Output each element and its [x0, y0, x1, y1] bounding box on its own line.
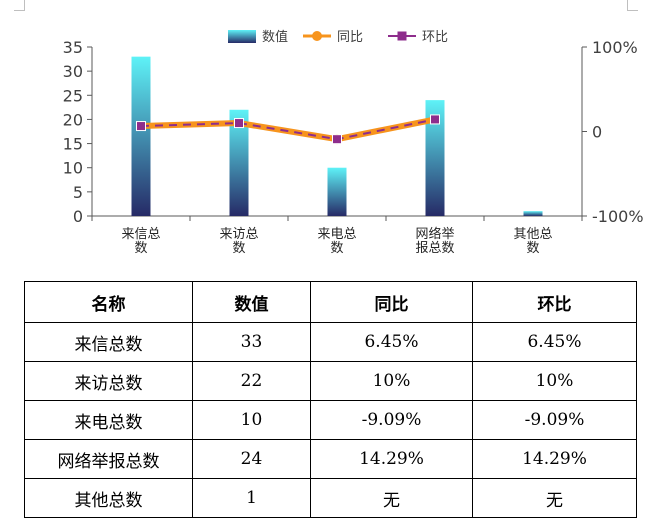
cell-yoy: 6.45%	[310, 322, 473, 362]
bar-series	[131, 56, 543, 217]
cell-value: 33	[192, 322, 311, 362]
table-row: 其他总数 1 无 无	[24, 478, 637, 518]
x-axis-category-label: 来访总	[219, 227, 258, 242]
right-axis-tick-label: -100%	[592, 207, 644, 226]
legend-bar-icon	[228, 30, 256, 43]
mom-point	[332, 134, 342, 145]
right-axis-tick-label: 100%	[592, 38, 638, 57]
cell-mom: 6.45%	[472, 322, 637, 362]
line-series	[136, 114, 440, 145]
header-name: 名称	[24, 281, 193, 323]
mom-point	[234, 118, 244, 129]
cell-name: 来电总数	[24, 400, 193, 440]
header-yoy: 同比	[310, 281, 473, 323]
legend-mom-label: 环比	[422, 30, 448, 45]
left-axis-tick-label: 20	[63, 110, 83, 129]
cell-name: 其他总数	[24, 478, 193, 518]
right-axis-tick-label: 0	[592, 123, 602, 142]
x-axis-category-label: 数	[134, 241, 147, 256]
cell-yoy: 10%	[310, 361, 473, 401]
bar-来电总数	[327, 167, 347, 216]
left-axis-tick-label: 10	[63, 159, 83, 178]
combo-chart: 数值 同比 环比 05101520253035-100%0100%来信总数来访总数来…	[63, 29, 644, 256]
cell-mom: 无	[472, 478, 637, 518]
cell-value: 1	[192, 478, 311, 518]
cell-name: 网络举报总数	[24, 439, 193, 479]
left-axis-tick-label: 15	[63, 135, 83, 154]
mom-line	[140, 118, 436, 141]
cell-value: 10	[192, 400, 311, 440]
cell-mom: 14.29%	[472, 439, 637, 479]
left-axis-tick-label: 35	[63, 38, 83, 57]
data-table: 名称 数值 同比 环比 来信总数 33 6.45% 6.45% 来访总数 22 …	[24, 281, 637, 518]
x-axis-category-label: 数	[526, 241, 539, 256]
x-axis-category-label: 来电总	[317, 227, 356, 242]
mom-point	[136, 121, 146, 132]
chart-axes: 05101520253035-100%0100%来信总数来访总数来电总数网络举报…	[63, 38, 644, 256]
x-axis-category-label: 其他总	[513, 227, 552, 242]
bar-来信总数	[131, 56, 151, 217]
bar-网络举报总数	[425, 100, 445, 216]
x-axis-category-label: 网络举	[415, 226, 454, 242]
x-axis-category-label: 来信总	[121, 227, 160, 242]
cell-name: 来信总数	[24, 322, 193, 362]
legend-bar-label: 数值	[262, 29, 288, 45]
cell-mom: -9.09%	[472, 400, 637, 440]
cell-yoy: 无	[310, 478, 473, 518]
table-header-row: 名称 数值 同比 环比	[24, 281, 637, 323]
legend-mom-square-icon	[397, 31, 407, 41]
chart-legend: 数值 同比 环比	[228, 29, 448, 45]
header-mom: 环比	[472, 281, 637, 323]
header-value: 数值	[192, 281, 311, 323]
cell-yoy: 14.29%	[310, 439, 473, 479]
legend-yoy-dot-icon	[312, 31, 322, 41]
cell-yoy: -9.09%	[310, 400, 473, 440]
table-row: 来电总数 10 -9.09% -9.09%	[24, 400, 637, 440]
table-row: 来访总数 22 10% 10%	[24, 361, 637, 401]
x-axis-category-label: 数	[330, 241, 343, 256]
legend-yoy-label: 同比	[337, 30, 363, 45]
left-axis-tick-label: 0	[73, 207, 83, 226]
corner-mark-right	[627, 0, 638, 11]
left-axis-tick-label: 5	[73, 183, 83, 202]
cell-value: 22	[192, 361, 311, 401]
table-row: 来信总数 33 6.45% 6.45%	[24, 322, 637, 362]
x-axis-category-label: 报总数	[415, 241, 454, 256]
mom-point	[430, 114, 440, 125]
cell-name: 来访总数	[24, 361, 193, 401]
cell-value: 24	[192, 439, 311, 479]
corner-mark-left	[14, 0, 25, 11]
left-axis-tick-label: 25	[63, 86, 83, 105]
table-row: 网络举报总数 24 14.29% 14.29%	[24, 439, 637, 479]
left-axis-tick-label: 30	[63, 62, 83, 81]
bar-其他总数	[523, 211, 543, 216]
cell-mom: 10%	[472, 361, 637, 401]
x-axis-category-label: 数	[232, 241, 245, 256]
bar-来访总数	[229, 109, 249, 216]
